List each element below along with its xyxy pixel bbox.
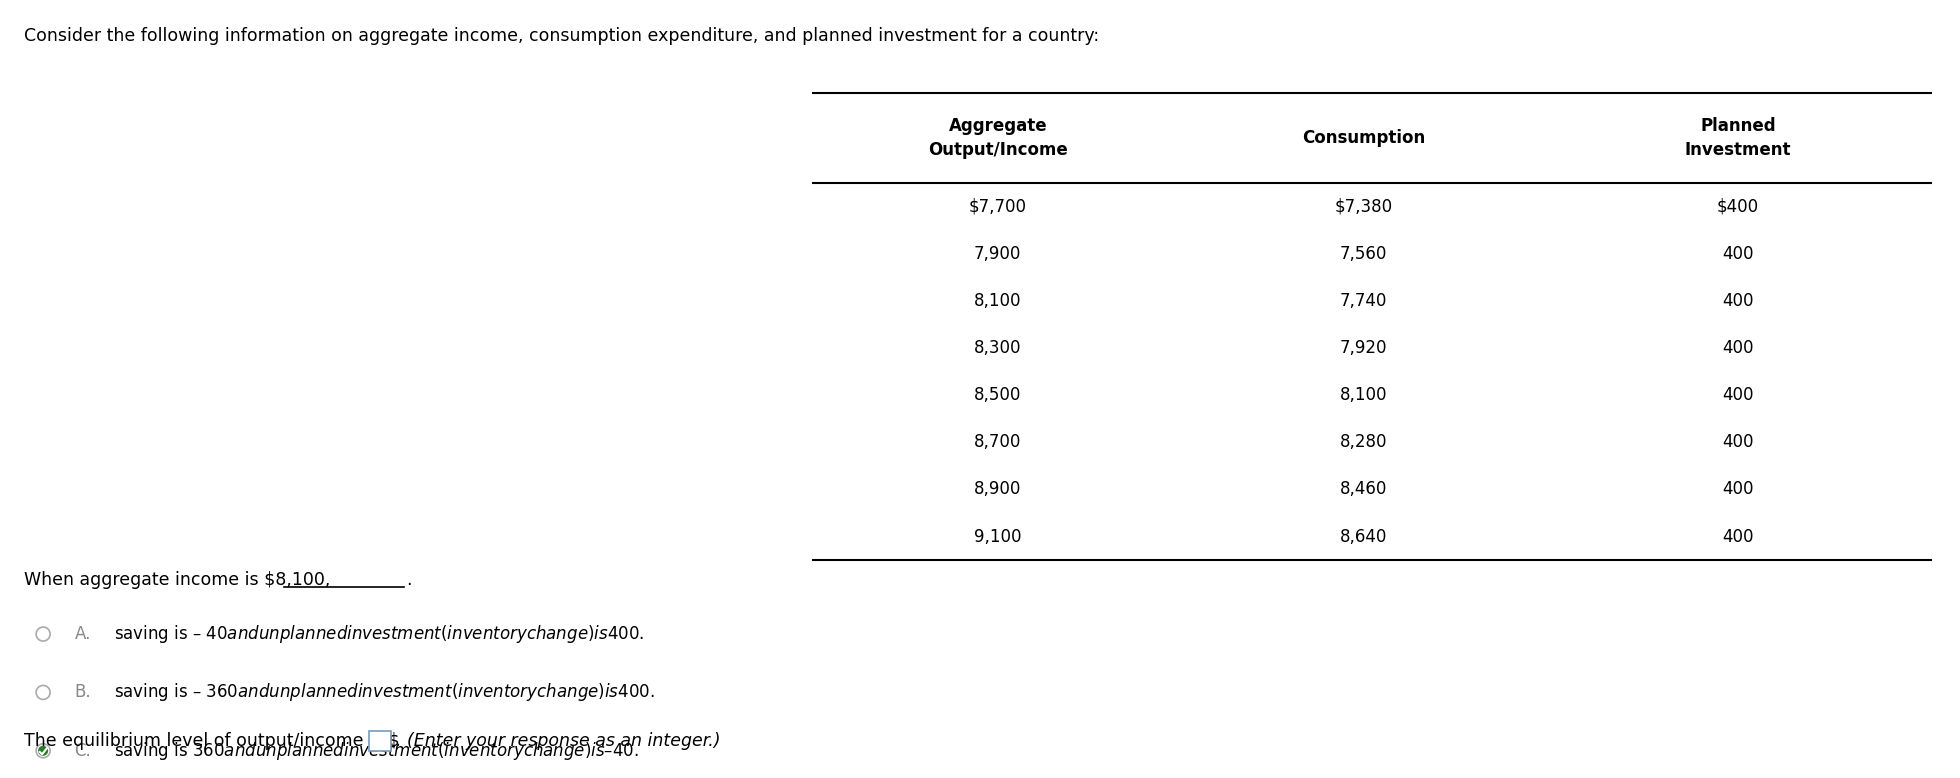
Text: saving is – $40 and unplanned investment (inventory change) is $400.: saving is – $40 and unplanned investment… (114, 623, 645, 645)
Text: 8,500: 8,500 (974, 386, 1021, 404)
Text: . (Enter your response as an integer.): . (Enter your response as an integer.) (396, 731, 719, 750)
Text: 8,460: 8,460 (1341, 480, 1388, 499)
Text: $400: $400 (1717, 198, 1758, 216)
Text: Planned
Investment: Planned Investment (1686, 117, 1791, 159)
Text: 400: 400 (1723, 292, 1754, 310)
Text: B.: B. (74, 683, 90, 702)
Text: $7,700: $7,700 (968, 198, 1027, 216)
Text: $7,380: $7,380 (1335, 198, 1394, 216)
Text: 400: 400 (1723, 386, 1754, 404)
Text: The equilibrium level of output/income is $: The equilibrium level of output/income i… (24, 731, 400, 750)
Circle shape (39, 746, 47, 755)
Text: 8,900: 8,900 (974, 480, 1021, 499)
FancyBboxPatch shape (368, 731, 390, 751)
Text: 400: 400 (1723, 527, 1754, 545)
Text: Aggregate
Output/Income: Aggregate Output/Income (927, 117, 1068, 159)
Text: 8,100: 8,100 (974, 292, 1021, 310)
Text: Consumption: Consumption (1301, 129, 1425, 147)
Text: 7,900: 7,900 (974, 244, 1021, 263)
Text: Consider the following information on aggregate income, consumption expenditure,: Consider the following information on ag… (24, 27, 1100, 45)
Text: 8,700: 8,700 (974, 433, 1021, 451)
Text: saving is – $360 and unplanned investment (inventory change) is $400.: saving is – $360 and unplanned investmen… (114, 682, 655, 703)
Text: 8,300: 8,300 (974, 339, 1021, 357)
Text: saving is $360 and unplanned investment (inventory change) is – $40.: saving is $360 and unplanned investment … (114, 740, 639, 762)
Text: A.: A. (74, 625, 90, 643)
Text: 7,560: 7,560 (1341, 244, 1388, 263)
Text: .: . (406, 570, 412, 589)
Text: 8,100: 8,100 (1341, 386, 1388, 404)
Text: 7,920: 7,920 (1341, 339, 1388, 357)
Text: 8,280: 8,280 (1341, 433, 1388, 451)
Text: 400: 400 (1723, 339, 1754, 357)
Text: 7,740: 7,740 (1341, 292, 1388, 310)
Text: 400: 400 (1723, 480, 1754, 499)
Text: C.: C. (74, 741, 92, 760)
Text: When aggregate income is $8,100,: When aggregate income is $8,100, (24, 570, 335, 589)
Text: 400: 400 (1723, 244, 1754, 263)
Text: 9,100: 9,100 (974, 527, 1021, 545)
Text: 8,640: 8,640 (1341, 527, 1388, 545)
Text: 400: 400 (1723, 433, 1754, 451)
